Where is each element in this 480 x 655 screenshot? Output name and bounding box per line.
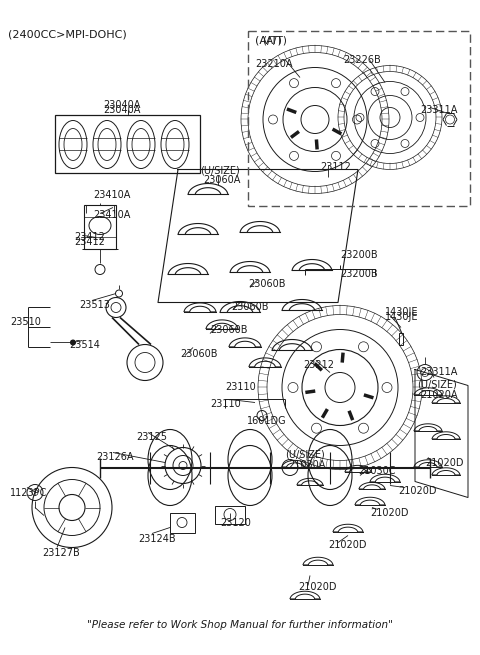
Text: 23060B: 23060B [180, 350, 217, 360]
Text: (A/T): (A/T) [255, 35, 282, 45]
Bar [84, 206, 116, 250]
Text: (U/SIZE): (U/SIZE) [200, 166, 240, 176]
Text: 23126A: 23126A [96, 453, 133, 462]
Bar [170, 512, 195, 533]
Text: 23513: 23513 [79, 301, 110, 310]
Text: 23311A: 23311A [420, 367, 457, 377]
Text: 23060B: 23060B [210, 326, 248, 335]
Text: 23514: 23514 [69, 341, 100, 350]
Text: (U/SIZE): (U/SIZE) [285, 449, 325, 460]
Text: 21020D: 21020D [398, 485, 436, 495]
Text: 23311A: 23311A [420, 105, 457, 115]
Text: 23040A: 23040A [103, 105, 140, 115]
Text: 21020D: 21020D [370, 508, 408, 517]
Text: 23125: 23125 [136, 432, 167, 443]
Text: 21030A: 21030A [288, 460, 325, 470]
Text: 23112: 23112 [320, 162, 351, 172]
Bar [215, 506, 245, 523]
Text: (A/T): (A/T) [262, 35, 287, 45]
Text: 21020A: 21020A [420, 390, 457, 400]
Circle shape [71, 340, 75, 345]
Text: 23040A: 23040A [103, 100, 140, 111]
Text: 1430JE: 1430JE [385, 312, 419, 322]
Text: 1430JE: 1430JE [385, 307, 419, 318]
Text: 23412: 23412 [74, 238, 105, 248]
Text: 21020D: 21020D [298, 582, 336, 593]
Text: 23212: 23212 [303, 360, 334, 371]
Text: 23110: 23110 [210, 400, 241, 409]
Text: 23060B: 23060B [248, 280, 286, 290]
Text: 23412: 23412 [74, 233, 105, 242]
Text: 21020D: 21020D [425, 457, 464, 468]
Text: 23226B: 23226B [343, 56, 381, 66]
Text: 23110: 23110 [225, 383, 256, 392]
Text: (2400CC>MPI-DOHC): (2400CC>MPI-DOHC) [8, 29, 127, 39]
Text: 23410A: 23410A [93, 191, 131, 200]
Text: 23210A: 23210A [255, 60, 292, 69]
Text: 23060A: 23060A [203, 176, 240, 185]
Text: 1123PC: 1123PC [10, 487, 48, 498]
Text: 1601DG: 1601DG [247, 415, 287, 426]
Text: 23127B: 23127B [42, 548, 80, 557]
Text: 21020D: 21020D [328, 540, 367, 550]
Bar [399, 333, 403, 345]
Text: 23410A: 23410A [93, 210, 131, 221]
Text: 23060B: 23060B [231, 303, 268, 312]
Text: (U/SIZE): (U/SIZE) [417, 379, 457, 390]
Text: 21030C: 21030C [358, 466, 396, 476]
Text: "Please refer to Work Shop Manual for further information": "Please refer to Work Shop Manual for fu… [87, 620, 393, 629]
Text: 23510: 23510 [10, 318, 41, 328]
Bar [55, 115, 200, 174]
Text: 23200B: 23200B [340, 269, 378, 280]
Text: 23124B: 23124B [138, 534, 176, 544]
Text: 23200B: 23200B [340, 250, 378, 261]
Text: 23120: 23120 [220, 517, 251, 527]
